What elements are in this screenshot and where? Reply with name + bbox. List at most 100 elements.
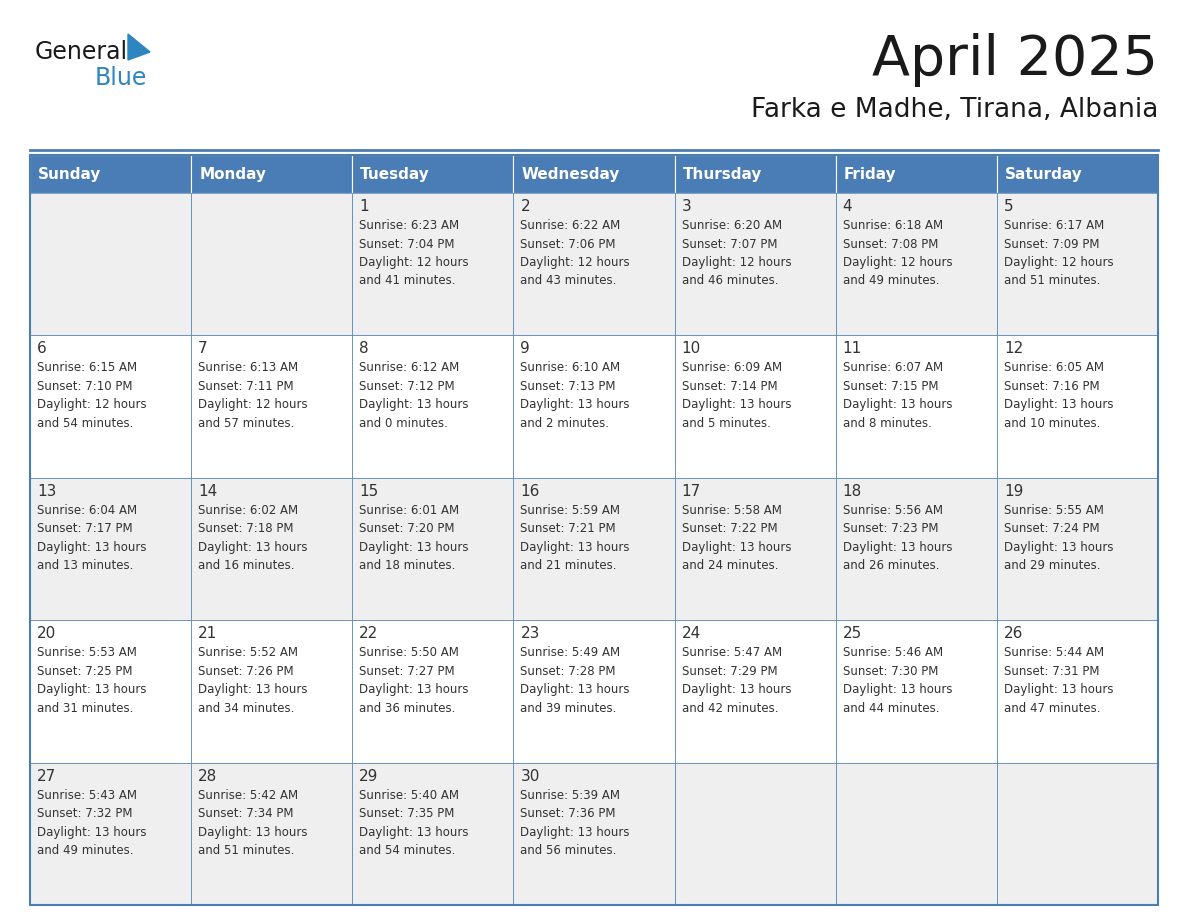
Text: 2: 2 — [520, 199, 530, 214]
Bar — [191, 155, 353, 193]
Text: Sunset: 7:18 PM: Sunset: 7:18 PM — [198, 522, 293, 535]
Text: 20: 20 — [37, 626, 56, 641]
Bar — [191, 763, 353, 905]
Text: and 8 minutes.: and 8 minutes. — [842, 417, 931, 430]
Text: Daylight: 13 hours: Daylight: 13 hours — [842, 398, 953, 411]
Text: Sunset: 7:08 PM: Sunset: 7:08 PM — [842, 238, 939, 251]
Text: Sunrise: 6:01 AM: Sunrise: 6:01 AM — [359, 504, 460, 517]
Bar — [353, 155, 513, 193]
Text: 30: 30 — [520, 768, 539, 784]
Text: and 18 minutes.: and 18 minutes. — [359, 559, 456, 572]
Text: and 57 minutes.: and 57 minutes. — [198, 417, 295, 430]
Text: Daylight: 13 hours: Daylight: 13 hours — [520, 541, 630, 554]
Text: Sunset: 7:16 PM: Sunset: 7:16 PM — [1004, 380, 1099, 393]
Bar — [675, 335, 835, 477]
Text: Sunset: 7:13 PM: Sunset: 7:13 PM — [520, 380, 615, 393]
Text: Sunset: 7:25 PM: Sunset: 7:25 PM — [37, 665, 133, 677]
Text: Sunset: 7:26 PM: Sunset: 7:26 PM — [198, 665, 293, 677]
Text: Sunrise: 6:13 AM: Sunrise: 6:13 AM — [198, 362, 298, 375]
Text: Daylight: 13 hours: Daylight: 13 hours — [520, 825, 630, 839]
Text: and 54 minutes.: and 54 minutes. — [37, 417, 133, 430]
Text: Sunset: 7:27 PM: Sunset: 7:27 PM — [359, 665, 455, 677]
Text: 7: 7 — [198, 341, 208, 356]
Text: Daylight: 13 hours: Daylight: 13 hours — [359, 683, 469, 696]
Bar — [997, 763, 1158, 905]
Bar — [30, 193, 191, 335]
Bar — [997, 477, 1158, 621]
Text: Sunrise: 6:09 AM: Sunrise: 6:09 AM — [682, 362, 782, 375]
Text: Sunset: 7:35 PM: Sunset: 7:35 PM — [359, 807, 455, 820]
Text: and 49 minutes.: and 49 minutes. — [842, 274, 940, 287]
Text: 8: 8 — [359, 341, 369, 356]
Bar — [353, 477, 513, 621]
Text: and 51 minutes.: and 51 minutes. — [198, 844, 295, 857]
Text: Daylight: 12 hours: Daylight: 12 hours — [842, 256, 953, 269]
Text: and 44 minutes.: and 44 minutes. — [842, 701, 940, 715]
Bar — [353, 621, 513, 763]
Text: 23: 23 — [520, 626, 539, 641]
Text: 3: 3 — [682, 199, 691, 214]
Bar — [997, 621, 1158, 763]
Bar — [30, 335, 191, 477]
Text: Sunrise: 5:59 AM: Sunrise: 5:59 AM — [520, 504, 620, 517]
Text: and 2 minutes.: and 2 minutes. — [520, 417, 609, 430]
Text: Sunrise: 5:42 AM: Sunrise: 5:42 AM — [198, 789, 298, 801]
Text: and 47 minutes.: and 47 minutes. — [1004, 701, 1100, 715]
Text: 15: 15 — [359, 484, 379, 498]
Bar — [30, 155, 1158, 905]
Bar — [513, 335, 675, 477]
Text: Sunset: 7:29 PM: Sunset: 7:29 PM — [682, 665, 777, 677]
Bar — [30, 477, 191, 621]
Text: and 39 minutes.: and 39 minutes. — [520, 701, 617, 715]
Bar — [191, 477, 353, 621]
Text: Sunrise: 5:49 AM: Sunrise: 5:49 AM — [520, 646, 620, 659]
Bar — [513, 477, 675, 621]
Text: Sunset: 7:09 PM: Sunset: 7:09 PM — [1004, 238, 1099, 251]
Text: Daylight: 13 hours: Daylight: 13 hours — [198, 825, 308, 839]
Text: 14: 14 — [198, 484, 217, 498]
Text: Sunset: 7:34 PM: Sunset: 7:34 PM — [198, 807, 293, 820]
Text: Sunset: 7:06 PM: Sunset: 7:06 PM — [520, 238, 615, 251]
Text: Daylight: 13 hours: Daylight: 13 hours — [37, 825, 146, 839]
Bar — [997, 193, 1158, 335]
Text: and 29 minutes.: and 29 minutes. — [1004, 559, 1100, 572]
Text: Sunset: 7:15 PM: Sunset: 7:15 PM — [842, 380, 939, 393]
Bar — [997, 335, 1158, 477]
Text: Sunset: 7:11 PM: Sunset: 7:11 PM — [198, 380, 293, 393]
Text: Sunset: 7:31 PM: Sunset: 7:31 PM — [1004, 665, 1099, 677]
Text: April 2025: April 2025 — [872, 33, 1158, 87]
Text: and 26 minutes.: and 26 minutes. — [842, 559, 940, 572]
Bar — [513, 621, 675, 763]
Text: Daylight: 13 hours: Daylight: 13 hours — [37, 541, 146, 554]
Text: and 54 minutes.: and 54 minutes. — [359, 844, 456, 857]
Text: and 0 minutes.: and 0 minutes. — [359, 417, 448, 430]
Text: Sunrise: 6:17 AM: Sunrise: 6:17 AM — [1004, 219, 1104, 232]
Bar — [513, 155, 675, 193]
Text: Sunrise: 6:15 AM: Sunrise: 6:15 AM — [37, 362, 137, 375]
Text: Daylight: 13 hours: Daylight: 13 hours — [842, 683, 953, 696]
Text: Sunset: 7:07 PM: Sunset: 7:07 PM — [682, 238, 777, 251]
Bar — [835, 335, 997, 477]
Bar — [191, 335, 353, 477]
Text: 11: 11 — [842, 341, 862, 356]
Bar — [30, 155, 191, 193]
Bar — [835, 477, 997, 621]
Text: 19: 19 — [1004, 484, 1023, 498]
Text: 18: 18 — [842, 484, 862, 498]
Text: Daylight: 12 hours: Daylight: 12 hours — [359, 256, 469, 269]
Text: 29: 29 — [359, 768, 379, 784]
Text: Daylight: 13 hours: Daylight: 13 hours — [520, 398, 630, 411]
Text: Daylight: 13 hours: Daylight: 13 hours — [359, 825, 469, 839]
Text: Sunset: 7:23 PM: Sunset: 7:23 PM — [842, 522, 939, 535]
Text: Sunset: 7:17 PM: Sunset: 7:17 PM — [37, 522, 133, 535]
Text: Sunrise: 6:20 AM: Sunrise: 6:20 AM — [682, 219, 782, 232]
Text: Sunrise: 6:04 AM: Sunrise: 6:04 AM — [37, 504, 137, 517]
Text: Daylight: 12 hours: Daylight: 12 hours — [520, 256, 630, 269]
Text: Sunset: 7:04 PM: Sunset: 7:04 PM — [359, 238, 455, 251]
Text: Daylight: 13 hours: Daylight: 13 hours — [682, 541, 791, 554]
Text: and 21 minutes.: and 21 minutes. — [520, 559, 617, 572]
Bar — [835, 763, 997, 905]
Text: Monday: Monday — [200, 166, 266, 182]
Bar — [835, 155, 997, 193]
Text: Sunrise: 5:58 AM: Sunrise: 5:58 AM — [682, 504, 782, 517]
